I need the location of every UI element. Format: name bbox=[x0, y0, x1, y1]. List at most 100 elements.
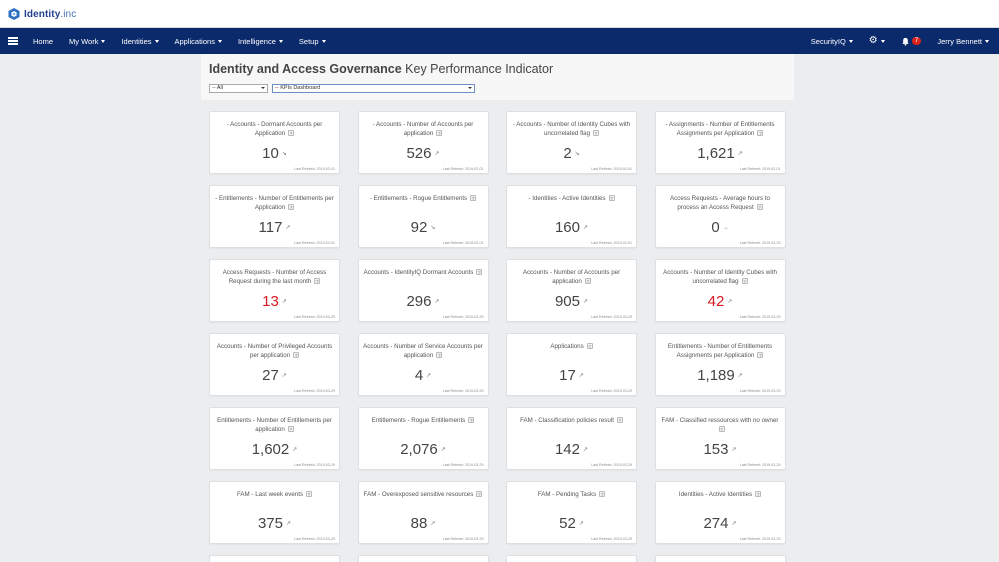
settings-menu[interactable]: ⚙ bbox=[869, 36, 885, 46]
help-icon[interactable]: ? bbox=[470, 195, 477, 202]
help-icon[interactable]: ? bbox=[293, 352, 300, 359]
kpi-card[interactable]: - Assignments - Number of Entitlements A… bbox=[654, 111, 786, 174]
kpi-card[interactable]: - Accounts - Dormant Accounts per Applic… bbox=[209, 111, 340, 174]
kpi-card[interactable]: Access Requests - Average hours to proce… bbox=[654, 185, 786, 248]
help-icon[interactable]: ? bbox=[476, 491, 483, 498]
help-icon[interactable]: ? bbox=[287, 426, 294, 433]
help-icon[interactable]: ? bbox=[288, 130, 295, 137]
help-icon[interactable]: ? bbox=[436, 130, 443, 137]
kpi-card[interactable]: Accounts - Number of Privileged Accounts… bbox=[209, 333, 340, 396]
help-icon[interactable]: ? bbox=[756, 204, 763, 211]
help-icon[interactable]: ? bbox=[757, 352, 764, 359]
kpi-card[interactable] bbox=[506, 555, 637, 562]
help-icon[interactable]: ? bbox=[616, 417, 623, 424]
help-icon[interactable]: ? bbox=[584, 278, 591, 285]
kpi-card[interactable]: - Entitlements - Number of Entitlements … bbox=[209, 185, 340, 248]
chevron-down-icon bbox=[154, 39, 159, 43]
kpi-card[interactable]: - Accounts - Number of Identity Cubes wi… bbox=[506, 111, 637, 174]
logo[interactable]: Identity.inc bbox=[7, 7, 76, 21]
nav-item-label: Identities bbox=[121, 36, 152, 46]
last-refresh: Last Refresh: 2019-03-29 bbox=[442, 463, 484, 467]
kpi-title: - Assignments - Number of Entitlements A… bbox=[665, 121, 775, 137]
kpi-title: FAM - Overexposed sensitive resources? bbox=[363, 491, 483, 498]
kpi-card[interactable]: Access Requests - Number of Access Reque… bbox=[209, 259, 340, 322]
nav-item-intelligence[interactable]: Intelligence bbox=[238, 37, 283, 46]
kpi-title: - Entitlements - Rogue Entitlements? bbox=[369, 195, 477, 202]
kpi-card[interactable] bbox=[357, 555, 489, 562]
kpi-card[interactable]: Entitlements - Number of Entitlements pe… bbox=[209, 407, 340, 470]
kpi-card[interactable]: Applications? 17 ↗ Last Refresh: 2019-03-29 bbox=[506, 333, 637, 396]
kpi-value: 153 ↗ bbox=[703, 441, 737, 458]
trend-arrow-icon: ↗ bbox=[737, 373, 743, 380]
notification-count-badge: 7 bbox=[911, 36, 922, 46]
last-refresh: Last Refresh: 2019-02-01 bbox=[442, 167, 484, 171]
trend-arrow-icon: ↗ bbox=[281, 373, 287, 380]
kpi-value: 375 ↗ bbox=[257, 515, 292, 532]
kpi-card[interactable]: Accounts - IdentityIQ Dormant Accounts? 2… bbox=[357, 259, 489, 322]
nav-right: SecurityIQ ⚙ 7 Jerry Bennett bbox=[795, 28, 989, 54]
last-refresh: Last Refresh: 2019-03-29 bbox=[442, 537, 484, 541]
kpi-card[interactable]: Accounts - Number of Accounts per applic… bbox=[506, 259, 637, 322]
help-icon[interactable]: ? bbox=[314, 278, 321, 285]
help-icon[interactable]: ? bbox=[608, 195, 615, 202]
kpi-card[interactable]: - Identities - Active Identities? 160 ↗ Las… bbox=[506, 185, 637, 248]
product-switcher[interactable]: SecurityIQ bbox=[811, 37, 853, 46]
kpi-value: 52 ↗ bbox=[559, 515, 584, 532]
notifications-button[interactable]: 7 bbox=[901, 36, 922, 46]
help-icon[interactable]: ? bbox=[593, 130, 600, 137]
help-icon[interactable]: ? bbox=[755, 491, 762, 498]
dashboard-select[interactable]: -- KPIs Dashboard bbox=[272, 84, 475, 93]
kpi-card[interactable]: FAM - Last week events? 375 ↗ Last Refresh:… bbox=[209, 481, 340, 544]
last-refresh: Last Refresh: 2019-02-01 bbox=[294, 167, 335, 171]
kpi-value: 526 ↗ bbox=[406, 145, 440, 162]
kpi-card[interactable]: FAM - Pending Tasks? 52 ↗ Last Refresh: 201… bbox=[506, 481, 637, 544]
help-icon[interactable]: ? bbox=[718, 426, 725, 433]
kpi-card[interactable]: - Accounts - Number of Accounts per appl… bbox=[357, 111, 489, 174]
trend-arrow-icon: ↗ bbox=[731, 447, 737, 454]
help-icon[interactable]: ? bbox=[476, 269, 483, 276]
kpi-card[interactable]: Entitlements - Rogue Entitlements? 2,076 ↗… bbox=[357, 407, 489, 470]
kpi-card[interactable]: - Entitlements - Rogue Entitlements? 92 ↘ L… bbox=[357, 185, 489, 248]
help-icon[interactable]: ? bbox=[436, 352, 443, 359]
kpi-card[interactable]: FAM - Classification policies result? 142… bbox=[506, 407, 637, 470]
last-refresh: Last Refresh: 2019-03-29 bbox=[442, 389, 484, 393]
kpi-card[interactable] bbox=[209, 555, 340, 562]
help-icon[interactable]: ? bbox=[288, 204, 295, 211]
nav-item-home[interactable]: Home bbox=[33, 37, 53, 46]
nav-item-my-work[interactable]: My Work bbox=[69, 37, 106, 46]
kpi-card[interactable]: Identities - Active Identities? 274 ↗ Last … bbox=[654, 481, 786, 544]
help-icon[interactable]: ? bbox=[757, 130, 764, 137]
chevron-down-icon bbox=[985, 39, 989, 43]
kpi-value: 88 ↗ bbox=[410, 515, 436, 532]
trend-arrow-icon: ↗ bbox=[727, 299, 733, 306]
kpi-title: Applications? bbox=[550, 343, 593, 350]
kpi-title: Accounts - Number of Identity Cubes with… bbox=[663, 269, 777, 285]
kpi-title: Accounts - IdentityIQ Dormant Accounts? bbox=[363, 269, 483, 276]
chevron-down-icon bbox=[278, 39, 283, 43]
kpi-card[interactable]: Accounts - Number of Service Accounts pe… bbox=[357, 333, 489, 396]
last-refresh: Last Refresh: 2019-03-29 bbox=[294, 463, 335, 467]
help-icon[interactable]: ? bbox=[468, 417, 475, 424]
hamburger-icon[interactable] bbox=[8, 37, 18, 45]
kpi-title: FAM - Classified ressources with no owne… bbox=[661, 417, 779, 433]
trend-arrow-icon: ↗ bbox=[281, 299, 287, 306]
help-icon[interactable]: ? bbox=[586, 343, 593, 350]
nav-item-setup[interactable]: Setup bbox=[299, 37, 326, 46]
kpi-card[interactable]: Entitlements - Number of Entitlements As… bbox=[654, 333, 786, 396]
kpi-card[interactable]: Accounts - Number of Identity Cubes with… bbox=[654, 259, 786, 322]
help-icon[interactable]: ? bbox=[599, 491, 606, 498]
nav-item-identities[interactable]: Identities bbox=[121, 36, 159, 46]
user-menu[interactable]: Jerry Bennett bbox=[937, 37, 989, 46]
kpi-card[interactable]: FAM - Classified ressources with no owne… bbox=[654, 407, 786, 470]
trend-arrow-icon: ↗ bbox=[583, 299, 589, 306]
kpi-title: FAM - Classification policies result? bbox=[520, 417, 623, 424]
kpi-title: Accounts - Number of Privileged Accounts… bbox=[216, 343, 333, 359]
last-refresh: Last Refresh: 2019-03-29 bbox=[442, 315, 484, 319]
scope-select[interactable]: -- All bbox=[209, 84, 268, 93]
last-refresh: Last Refresh: 2019-03-29 bbox=[591, 537, 632, 541]
help-icon[interactable]: ? bbox=[306, 491, 313, 498]
kpi-card[interactable]: FAM - Overexposed sensitive resources? 88… bbox=[357, 481, 489, 544]
kpi-card[interactable] bbox=[654, 555, 786, 562]
help-icon[interactable]: ? bbox=[741, 278, 748, 285]
nav-item-applications[interactable]: Applications bbox=[175, 37, 222, 46]
